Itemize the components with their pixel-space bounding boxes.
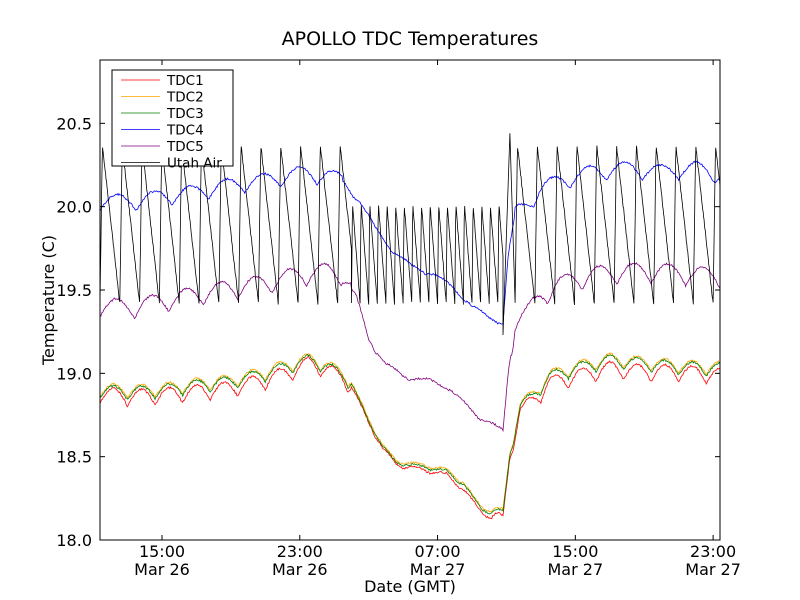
x-tick-label-date: Mar 27 xyxy=(685,560,741,579)
legend-label-utah-air: Utah Air xyxy=(167,156,222,172)
chart-title: APOLLO TDC Temperatures xyxy=(282,28,539,50)
y-tick-label: 20.5 xyxy=(56,114,92,133)
x-tick-label-date: Mar 26 xyxy=(134,560,190,579)
series-line-tdc5 xyxy=(99,262,721,433)
x-tick-label-date: Mar 27 xyxy=(410,560,466,579)
x-tick-label-time: 07:00 xyxy=(415,542,461,561)
x-tick-label-time: 23:00 xyxy=(690,542,736,561)
legend-label-tdc3: TDC3 xyxy=(166,106,204,122)
y-tick-label: 18.5 xyxy=(56,448,92,467)
legend-label-tdc4: TDC4 xyxy=(166,123,204,139)
x-tick-label-time: 15:00 xyxy=(552,542,598,561)
y-tick-label: 19.0 xyxy=(56,364,92,383)
x-tick-label-time: 23:00 xyxy=(277,542,323,561)
x-tick-label-date: Mar 26 xyxy=(272,560,328,579)
series-layer xyxy=(99,133,721,520)
x-tick-label-time: 15:00 xyxy=(139,542,185,561)
series-line-tdc3 xyxy=(99,354,721,515)
series-line-tdc4 xyxy=(99,160,721,325)
y-tick-label: 20.0 xyxy=(56,198,92,217)
y-axis-label: Temperature (C) xyxy=(39,235,58,366)
plot-frame xyxy=(99,59,721,541)
y-tick-label: 19.5 xyxy=(56,281,92,300)
series-line-tdc1 xyxy=(99,355,721,520)
legend-label-tdc5: TDC5 xyxy=(166,139,204,155)
legend-box xyxy=(111,69,234,167)
y-tick-label: 18.0 xyxy=(56,531,92,550)
legend-label-tdc1: TDC1 xyxy=(166,73,204,89)
series-line-tdc2 xyxy=(99,351,721,513)
x-axis-label: Date (GMT) xyxy=(364,577,456,596)
x-tick-label-date: Mar 27 xyxy=(548,560,604,579)
legend-label-tdc2: TDC2 xyxy=(166,90,204,106)
